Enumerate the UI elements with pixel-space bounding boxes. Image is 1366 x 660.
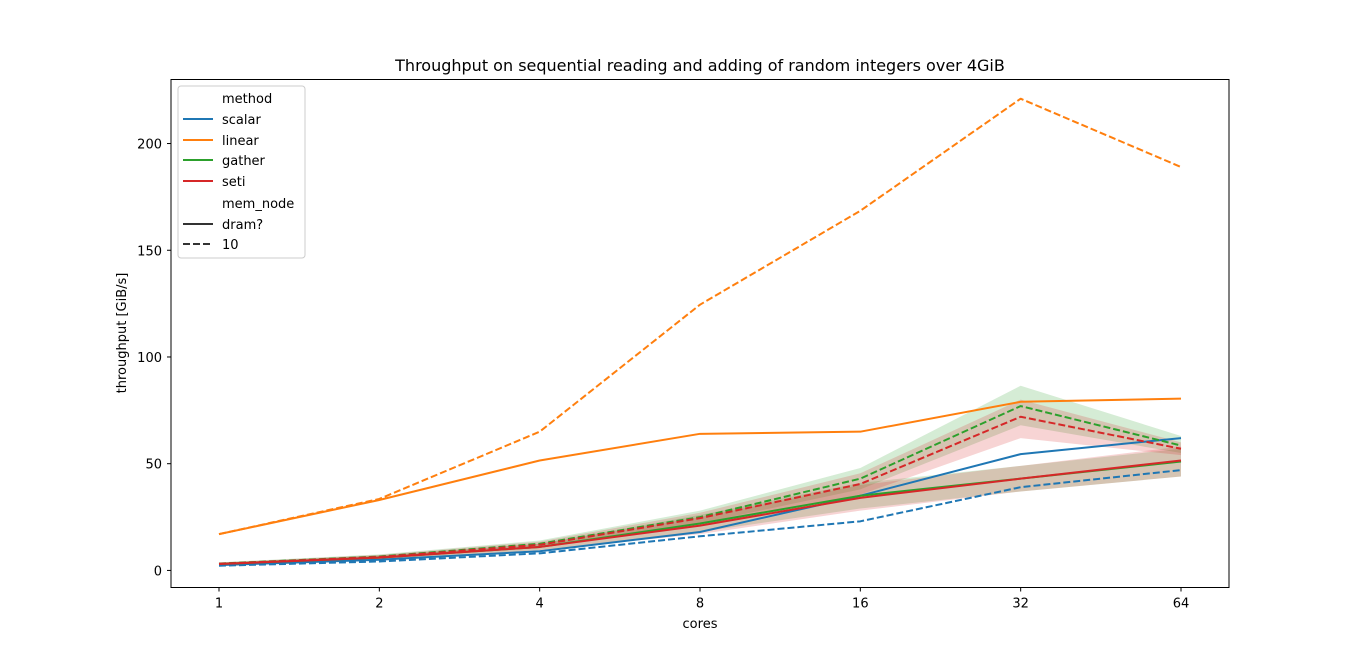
y-tick-label: 100 xyxy=(137,351,162,366)
legend-label-scalar: scalar xyxy=(222,113,261,128)
x-tick-label: 4 xyxy=(536,597,544,612)
series-line-linear-dram xyxy=(218,397,1182,536)
y-axis: 0 50 100 150 200 xyxy=(137,138,171,579)
y-tick-label: 50 xyxy=(145,458,162,473)
legend-label-linear: linear xyxy=(222,134,259,149)
band-seti-dram xyxy=(219,446,1181,566)
series-line-scalar-10 xyxy=(218,469,1182,567)
band-gather-dram xyxy=(219,448,1181,566)
series-line-scalar-dram xyxy=(218,437,1182,567)
series-lines xyxy=(218,97,1182,567)
y-axis-label: throughput [GiB/s] xyxy=(115,273,130,394)
x-axis: 1 2 4 8 16 32 64 xyxy=(215,587,1190,612)
series-line-linear-10 xyxy=(218,97,1182,536)
legend-box xyxy=(177,85,306,259)
legend-label-dram: dram? xyxy=(222,218,263,233)
chart-title: Throughput on sequential reading and add… xyxy=(394,56,1005,75)
x-tick-label: 1 xyxy=(215,597,223,612)
plot-area xyxy=(218,97,1182,567)
confidence-bands xyxy=(219,385,1181,566)
x-tick-label: 2 xyxy=(375,597,383,612)
x-tick-label: 16 xyxy=(852,597,869,612)
y-tick-label: 0 xyxy=(154,564,162,579)
series-line-seti-10 xyxy=(218,415,1182,565)
x-tick-label: 64 xyxy=(1173,597,1190,612)
legend-label-gather: gather xyxy=(222,154,266,169)
x-tick-label: 8 xyxy=(696,597,704,612)
legend-title-method: method xyxy=(222,92,272,107)
legend-label-10: 10 xyxy=(222,238,239,253)
y-tick-label: 150 xyxy=(137,244,162,259)
y-tick-label: 200 xyxy=(137,138,162,153)
band-gather-10 xyxy=(219,385,1181,565)
x-tick-label: 32 xyxy=(1012,597,1029,612)
x-axis-label: cores xyxy=(683,617,718,632)
band-seti-10 xyxy=(219,399,1181,566)
legend: method scalar linear gather seti mem_nod… xyxy=(177,85,306,259)
legend-title-mem-node: mem_node xyxy=(222,197,294,212)
legend-label-seti: seti xyxy=(222,175,245,190)
